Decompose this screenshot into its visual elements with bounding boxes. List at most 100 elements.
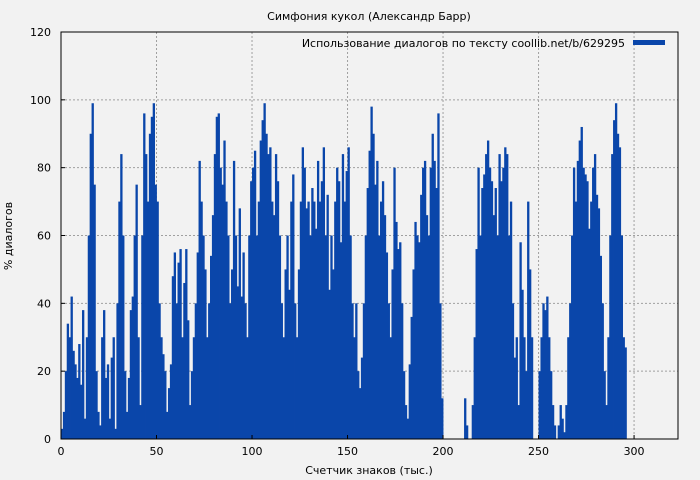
bar [169,364,173,439]
bar [618,147,622,439]
bars [61,103,627,440]
bar [133,235,136,439]
bar [217,113,220,440]
bar [357,371,360,439]
bar [506,154,509,439]
bar [571,235,574,439]
bar [146,201,150,439]
bar [221,184,224,440]
bar [544,310,547,439]
bar [271,201,274,439]
bar [464,398,467,439]
bar [72,350,75,439]
bar [488,167,492,440]
bar [122,235,125,439]
bar [425,215,429,439]
bar [490,181,494,440]
bar [337,181,341,440]
bar [104,377,108,439]
bar [422,167,425,440]
bar [328,289,331,439]
bar [429,167,432,440]
bar [486,140,490,439]
bar [267,154,270,439]
bar [158,303,161,439]
bar [509,201,513,439]
bar [408,364,411,439]
bar [345,171,348,439]
bar [498,154,501,439]
bar [563,432,566,439]
bar [613,120,616,440]
bar [213,154,217,439]
bar [240,296,243,439]
bar [278,235,282,439]
bar [87,235,91,439]
bar [108,418,112,439]
bar [62,411,66,439]
y-tick-label: 100 [30,94,51,107]
bar [200,201,203,439]
bar [412,269,415,439]
bar [588,228,591,439]
bar [546,296,549,439]
bar [129,310,133,439]
y-axis-label: % диалогов [2,202,15,270]
bar [385,252,389,439]
bar [616,133,620,439]
bar [523,337,526,439]
bar [622,337,625,439]
bar [265,133,268,439]
bar [435,188,438,439]
bar [477,167,480,440]
bar [112,337,115,439]
bar [99,425,102,439]
bar [127,377,131,439]
bar [82,310,85,439]
bar [61,428,64,439]
bar [294,303,297,439]
bar [315,228,318,439]
bar [416,235,419,439]
bar [284,269,287,439]
bar [500,181,503,440]
bar [80,384,83,439]
bar [614,103,618,439]
bar [188,405,192,439]
bar [204,269,207,439]
bar [187,320,190,439]
bar [471,405,475,439]
bar [101,337,104,439]
bar [135,184,138,440]
bar [177,262,180,439]
bar [397,249,400,439]
bar [192,337,196,439]
bar [553,425,557,439]
bar [358,388,362,440]
x-tick-label: 250 [528,445,549,458]
bar [517,405,520,439]
bar [624,347,627,439]
bar [599,255,602,439]
bar [593,154,597,439]
bar [215,116,219,439]
bar [404,405,408,439]
bar [592,167,595,440]
bar [238,208,241,439]
bar [74,364,77,439]
bar [336,167,339,440]
bar [175,303,178,439]
bar [496,235,499,439]
bar [370,106,373,440]
bar [414,221,417,439]
bar [167,388,171,440]
bar [378,235,381,439]
bar [607,337,610,439]
bar [540,337,543,439]
bar [91,103,94,439]
bar [362,303,366,439]
bar [351,303,354,439]
bar [609,235,612,439]
bar [519,242,522,439]
